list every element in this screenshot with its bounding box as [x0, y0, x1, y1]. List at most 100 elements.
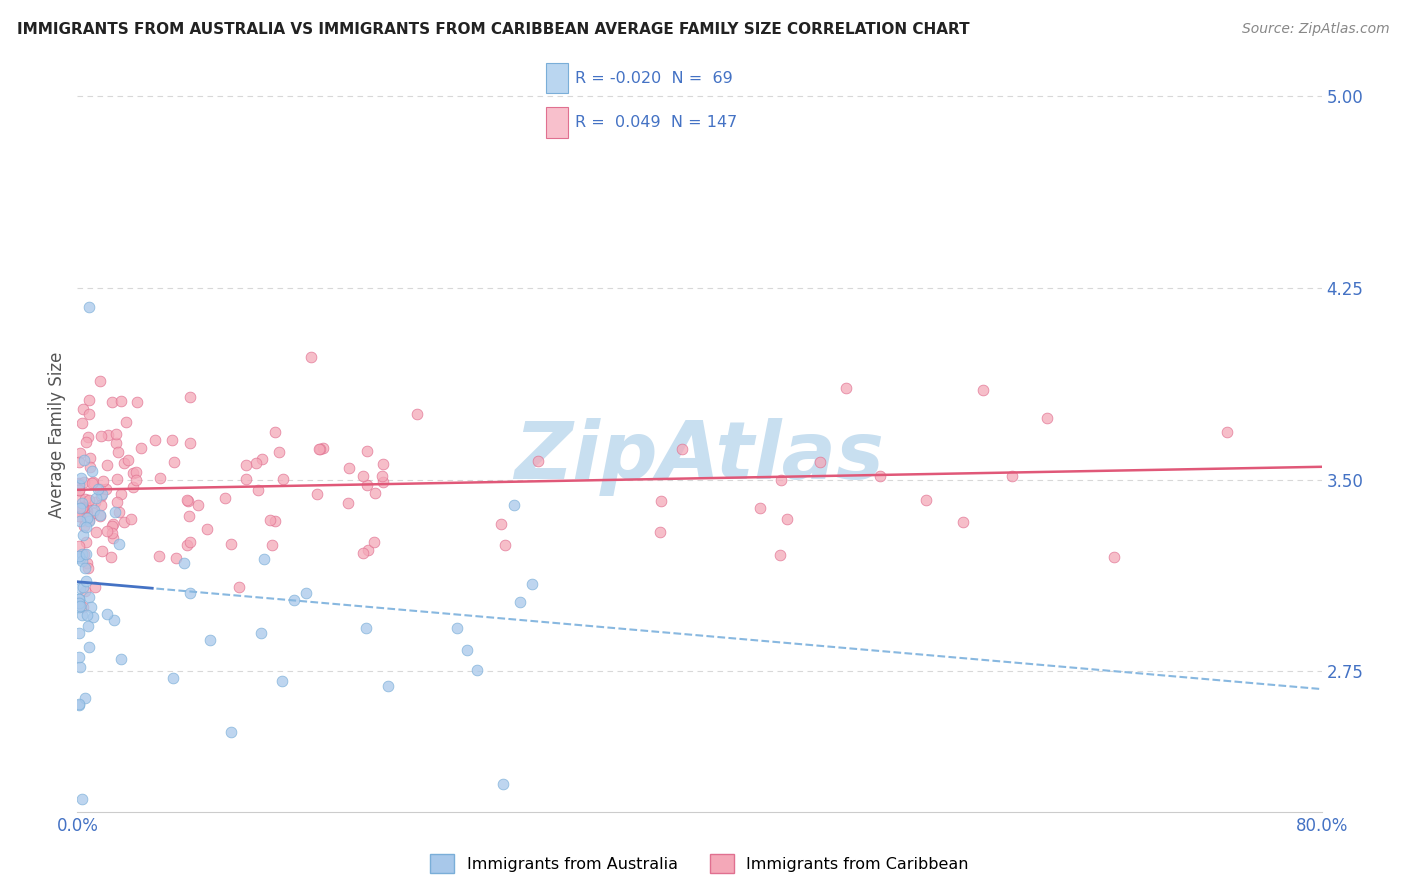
Point: [101, 531, 124, 545]
Point: [77, 561, 100, 575]
Point: [89, 508, 111, 523]
Point: [76, 430, 98, 444]
Point: [94, 483, 117, 497]
Point: [112, 515, 135, 529]
Point: [72, 600, 94, 615]
Point: [73, 518, 96, 533]
Point: [108, 537, 131, 551]
Point: [67, 508, 90, 523]
Point: [179, 535, 201, 549]
Point: [101, 517, 124, 532]
Point: [84, 580, 107, 594]
Point: [90, 489, 112, 503]
Point: [197, 522, 219, 536]
Point: [352, 469, 374, 483]
Point: [143, 433, 166, 447]
Point: [295, 586, 318, 600]
Point: [120, 512, 142, 526]
Point: [105, 495, 128, 509]
Point: [356, 478, 378, 492]
Point: [176, 538, 198, 552]
Point: [67, 455, 90, 469]
Point: [69, 591, 91, 606]
Point: [671, 442, 693, 456]
Bar: [546, 63, 568, 94]
Point: [491, 517, 513, 532]
Point: [69, 491, 91, 506]
Point: [75, 520, 97, 534]
Point: [253, 551, 276, 566]
Point: [354, 621, 377, 635]
Point: [259, 513, 281, 527]
Point: [176, 493, 198, 508]
Point: [76, 510, 98, 524]
Point: [356, 444, 378, 458]
Point: [69, 514, 91, 528]
Point: [72, 580, 94, 594]
Point: [76, 504, 98, 518]
Point: [75, 547, 97, 561]
Point: [914, 493, 936, 508]
Point: [307, 487, 329, 501]
Point: [650, 493, 672, 508]
Point: [77, 392, 100, 407]
Point: [72, 501, 94, 516]
Point: [76, 607, 98, 622]
Point: [214, 491, 236, 505]
Point: [67, 698, 90, 713]
Point: [177, 508, 200, 523]
Point: [70, 471, 93, 485]
Point: [769, 548, 792, 562]
Point: [972, 383, 994, 397]
Point: [79, 450, 101, 465]
Point: [100, 525, 122, 540]
Point: [264, 514, 287, 528]
Point: [67, 476, 90, 491]
Point: [235, 472, 257, 486]
Point: [179, 586, 201, 600]
Point: [69, 626, 91, 640]
Point: [83, 503, 105, 517]
Point: [250, 452, 273, 467]
Point: [73, 453, 96, 467]
Point: [165, 551, 187, 566]
Point: [70, 607, 93, 622]
Point: [67, 475, 90, 490]
Point: [89, 508, 111, 523]
Point: [160, 433, 183, 447]
Point: [260, 538, 283, 552]
Point: [527, 454, 550, 468]
Point: [67, 539, 90, 553]
Point: [91, 487, 114, 501]
Point: [357, 543, 380, 558]
Point: [1102, 550, 1125, 565]
Point: [69, 550, 91, 565]
Point: [77, 408, 100, 422]
Point: [371, 457, 394, 471]
Point: [105, 472, 128, 486]
Point: [89, 374, 111, 388]
Point: [776, 512, 799, 526]
Point: [299, 351, 322, 365]
Point: [117, 453, 139, 467]
Point: [77, 300, 100, 314]
Point: [377, 679, 399, 693]
Point: [308, 442, 330, 456]
Point: [808, 455, 831, 469]
Point: [73, 491, 96, 506]
Point: [456, 643, 478, 657]
Point: [69, 599, 91, 613]
Point: [82, 609, 104, 624]
Point: [405, 407, 427, 421]
Point: [371, 469, 394, 483]
Point: [73, 547, 96, 561]
Point: [749, 501, 772, 516]
Point: [80, 599, 103, 614]
Point: [273, 472, 295, 486]
Point: [115, 416, 138, 430]
Point: [70, 495, 93, 509]
Point: [96, 607, 118, 622]
Point: [70, 792, 93, 806]
Point: [162, 671, 184, 685]
Text: ZipAtlas: ZipAtlas: [515, 418, 884, 497]
